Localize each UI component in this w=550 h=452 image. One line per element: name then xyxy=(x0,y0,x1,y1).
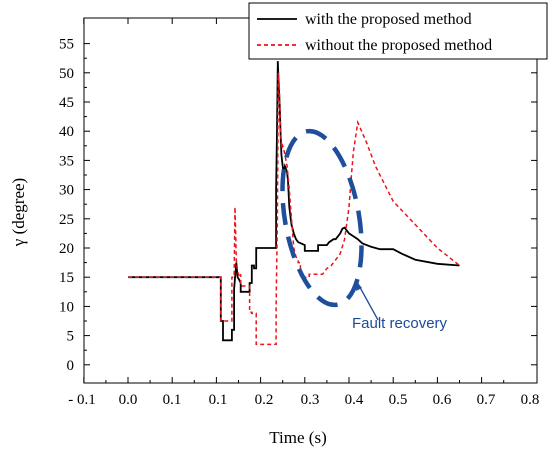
legend-box xyxy=(248,2,548,60)
y-tick-label: 45 xyxy=(59,95,74,111)
x-tick-label: 0.1 xyxy=(209,392,228,408)
x-tick-label: 0.5 xyxy=(389,392,408,408)
x-tick-label: 0.4 xyxy=(345,392,364,408)
y-axis-ticks: 0 5 10 15 20 25 30 35 40 45 50 55 xyxy=(59,37,537,374)
y-axis-title: γ (degree) xyxy=(9,178,28,247)
x-tick-label: 0.6 xyxy=(433,392,452,408)
legend: with the proposed method without the pro… xyxy=(248,2,548,60)
x-tick-label: 0.3 xyxy=(301,392,320,408)
legend-label-with-method: with the proposed method xyxy=(305,11,472,28)
legend-label-without-method: without the proposed method xyxy=(305,37,492,54)
y-tick-label: 30 xyxy=(59,183,74,199)
series-line-without-method xyxy=(128,72,460,346)
y-tick-label: 15 xyxy=(59,270,74,286)
y-tick-label: 50 xyxy=(59,66,74,82)
y-tick-label: 20 xyxy=(59,241,74,257)
x-tick-label: 0.8 xyxy=(521,392,540,408)
y-tick-label: 55 xyxy=(59,37,74,53)
y-tick-label: 5 xyxy=(67,329,75,345)
y-tick-label: 40 xyxy=(59,124,74,140)
x-axis-title: Time (s) xyxy=(269,428,326,447)
x-tick-label: 0.1 xyxy=(163,392,182,408)
fault-recovery-ellipse xyxy=(280,128,364,308)
fault-recovery-label: Fault recovery xyxy=(352,315,448,332)
fault-recovery-annotation: Fault recovery xyxy=(280,128,448,332)
y-tick-label: 10 xyxy=(59,299,74,315)
x-tick-label: 0.7 xyxy=(477,392,496,408)
x-tick-label: 0.2 xyxy=(255,392,274,408)
y-tick-label: 0 xyxy=(67,358,75,374)
y-tick-label: 25 xyxy=(59,212,74,228)
x-tick-label: 0.0 xyxy=(119,392,138,408)
fault-recovery-arrowhead xyxy=(356,282,362,291)
y-tick-label: 35 xyxy=(59,153,74,169)
x-tick-label: - 0.1 xyxy=(68,392,96,408)
